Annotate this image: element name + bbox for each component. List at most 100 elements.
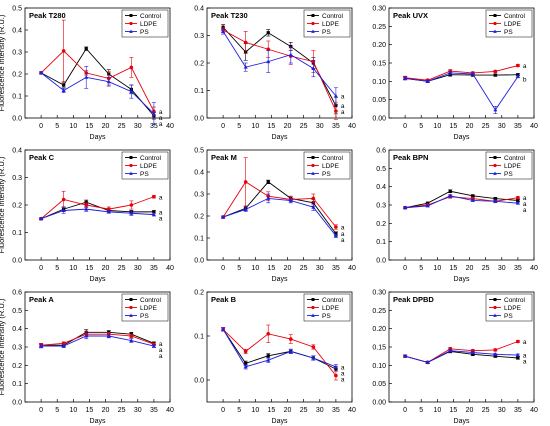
- x-tick-label: 25: [482, 123, 490, 130]
- data-point: [266, 332, 271, 336]
- plot-frame: [206, 149, 353, 261]
- y-tick-label: 0.0: [12, 400, 22, 407]
- legend-marker: [311, 163, 315, 168]
- y-tick-label: 0.4: [12, 28, 22, 35]
- y-tick-label: 0.2: [376, 221, 386, 228]
- x-tick-label: 30: [316, 407, 324, 414]
- x-tick-label: 40: [166, 407, 174, 414]
- data-point: [151, 212, 156, 217]
- x-tick-label: 20: [284, 265, 292, 272]
- x-tick-label: 5: [419, 265, 423, 272]
- series-line: [41, 333, 155, 346]
- legend-label: PS: [504, 313, 513, 320]
- series-line: [222, 197, 337, 237]
- data-point: [266, 47, 271, 52]
- x-tick-label: 30: [316, 123, 324, 130]
- legend-label: PS: [140, 29, 149, 36]
- legend-label: LDPE: [322, 305, 340, 312]
- x-axis-label: Days: [90, 418, 106, 425]
- legend-label: Control: [140, 297, 162, 304]
- y-tick-label: 0.5: [12, 6, 22, 13]
- data-point: [516, 339, 520, 344]
- series-ps: [403, 348, 520, 364]
- x-axis-label: Days: [272, 418, 288, 425]
- series-ldpe: [221, 26, 338, 120]
- x-tick-label: 30: [316, 265, 324, 272]
- panel-title: Peak B: [211, 295, 237, 304]
- data-point: [106, 209, 111, 214]
- significance-label: a: [523, 63, 527, 70]
- series-ps: [221, 28, 338, 105]
- x-tick-label: 0: [403, 265, 407, 272]
- x-tick-label: 35: [514, 265, 522, 272]
- series-line: [222, 329, 337, 368]
- y-tick-label: 0.15: [372, 61, 386, 68]
- series-line: [40, 50, 155, 112]
- data-point: [129, 203, 134, 207]
- data-point: [39, 216, 44, 221]
- data-point: [243, 180, 248, 184]
- x-tick-label: 25: [300, 265, 308, 272]
- y-tick-label: 0.25: [372, 24, 386, 31]
- series-line: [40, 208, 154, 220]
- significance-label: a: [523, 359, 527, 366]
- series-line: [222, 181, 337, 228]
- significance-label: a: [159, 353, 163, 360]
- legend-label: PS: [322, 313, 331, 320]
- x-tick-label: 15: [86, 265, 94, 272]
- y-tick-label: 0.1: [194, 88, 204, 95]
- x-tick-label: 35: [150, 407, 158, 414]
- panel-3: 0 5 10 15 20 25 30 35 40 0.00 0.05 0.10 0.15 0.20 0.25…: [372, 6, 538, 142]
- significance-label: a: [341, 370, 345, 377]
- data-point: [39, 343, 44, 348]
- data-point: [266, 196, 271, 200]
- significance-label: a: [159, 347, 163, 354]
- legend-marker: [493, 163, 497, 168]
- legend-label: Control: [504, 155, 526, 162]
- y-tick-label: 0.1: [12, 381, 22, 388]
- y-tick-label: 0.5: [376, 166, 386, 173]
- x-tick-label: 10: [251, 123, 259, 130]
- y-tick-label: 0.5: [12, 308, 22, 315]
- x-tick-label: 35: [332, 123, 340, 130]
- panel-title: Peak A: [29, 295, 54, 304]
- data-point: [129, 334, 134, 338]
- legend-marker: [311, 313, 315, 317]
- x-tick-label: 15: [450, 123, 458, 130]
- legend-label: PS: [504, 29, 513, 36]
- data-point: [288, 198, 293, 203]
- data-point: [493, 73, 497, 77]
- series-control: [403, 72, 520, 83]
- x-tick-label: 15: [268, 265, 276, 272]
- y-tick-label: 0.5: [194, 148, 204, 155]
- y-axis-label: Fluorescence intensity (R.U.): [0, 156, 6, 253]
- data-point: [266, 354, 270, 358]
- data-point: [425, 360, 430, 364]
- y-tick-label: 0.10: [372, 363, 386, 370]
- panel-2: 0 5 10 15 20 25 30 35 40 0.0 0.1 0.2 0.3 0.4 Days Peak …: [194, 6, 356, 142]
- y-tick-label: 0.2: [194, 61, 204, 68]
- x-tick-label: 10: [69, 265, 77, 272]
- y-tick-label: 0.05: [372, 97, 386, 104]
- series-control: [221, 327, 338, 372]
- significance-label: a: [341, 237, 345, 244]
- x-tick-label: 35: [150, 123, 158, 130]
- series-line: [222, 31, 337, 97]
- data-point: [244, 361, 248, 365]
- data-point: [106, 207, 111, 211]
- data-point: [311, 205, 316, 209]
- data-point: [471, 352, 475, 356]
- legend-marker: [493, 21, 497, 26]
- data-point: [333, 93, 338, 98]
- data-point: [425, 203, 430, 208]
- x-tick-label: 25: [118, 123, 126, 130]
- data-point: [106, 79, 111, 84]
- y-tick-label: 0.3: [194, 192, 204, 199]
- panel-title: Peak C: [29, 153, 55, 162]
- data-point: [493, 196, 497, 201]
- data-point: [84, 333, 89, 338]
- x-tick-label: 40: [166, 123, 174, 130]
